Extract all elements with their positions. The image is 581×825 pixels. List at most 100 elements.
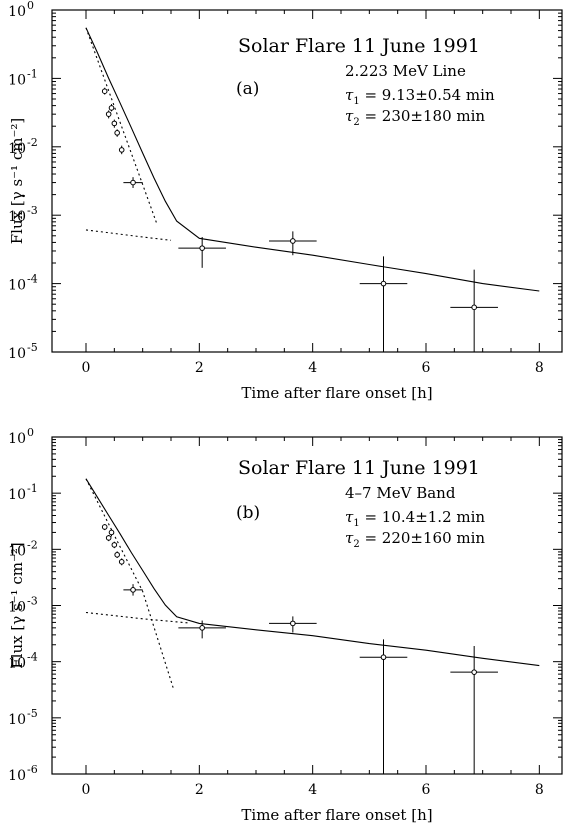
- point-marker: [380, 654, 387, 661]
- y-tick-base: 10: [8, 72, 26, 88]
- y-tick-exponent: -2: [27, 538, 38, 551]
- point-marker: [118, 558, 125, 565]
- y-tick-base: 10: [8, 768, 26, 784]
- y-axis-label: Flux [γ s⁻¹ cm⁻²]: [8, 542, 26, 668]
- point-marker: [101, 88, 108, 94]
- data-point: [450, 269, 498, 352]
- y-tick-exponent: -1: [27, 482, 38, 495]
- point-marker: [108, 105, 115, 111]
- data-point: [108, 529, 115, 537]
- plot-frame: [51, 9, 563, 353]
- data-point: [178, 620, 226, 639]
- point-marker: [380, 280, 387, 287]
- point-marker: [105, 535, 112, 541]
- y-tick-label: 10: [8, 72, 26, 88]
- data-point: [114, 129, 120, 137]
- data-point: [111, 119, 118, 128]
- y-tick-base: 10: [8, 4, 26, 20]
- fit-total-line: [85, 478, 540, 667]
- point-marker: [105, 111, 112, 117]
- y-tick-base: 10: [8, 487, 26, 503]
- data-point: [359, 639, 408, 774]
- y-tick-exponent: -4: [27, 273, 38, 286]
- point-marker: [108, 529, 115, 536]
- panel-label: (a): [236, 79, 259, 99]
- data-point: [118, 558, 125, 566]
- y-tick-label: 10: [8, 209, 26, 225]
- point-marker: [199, 245, 205, 251]
- y-tick-label: 10: [8, 712, 26, 728]
- y-tick-label: 10: [8, 141, 26, 157]
- tau-value: = 10.4±1.2 min: [360, 508, 486, 526]
- y-tick-label: 10: [8, 768, 26, 784]
- x-tick-label: 2: [195, 360, 204, 376]
- y-tick-exponent: -3: [27, 595, 38, 608]
- data-layer: [85, 27, 540, 352]
- data-point: [123, 584, 143, 596]
- y-tick-label: 10: [8, 543, 26, 559]
- tau-subscript: 1: [353, 96, 359, 107]
- point-marker: [118, 147, 125, 153]
- point-marker: [130, 587, 136, 593]
- x-tick-label: 0: [82, 782, 91, 798]
- tau-symbol: τ: [345, 508, 354, 526]
- point-marker: [199, 625, 205, 631]
- decay-time-annotation: τ1 = 9.13±0.54 min: [345, 86, 495, 107]
- y-tick-base: 10: [8, 656, 26, 672]
- y-tick-base: 10: [8, 543, 26, 559]
- y-tick-exponent: -5: [27, 707, 38, 720]
- point-marker: [114, 130, 120, 136]
- y-tick-base: 10: [8, 278, 26, 294]
- tau-value: = 9.13±0.54 min: [360, 86, 495, 104]
- y-tick-label: 10: [8, 656, 26, 672]
- fit-slow-component: [85, 611, 189, 624]
- point-marker: [471, 669, 477, 675]
- tau-symbol: τ: [345, 86, 354, 104]
- tau-subscript: 2: [353, 117, 359, 128]
- x-axis-label: Time after flare onset [h]: [241, 384, 432, 402]
- tau-symbol: τ: [345, 107, 354, 125]
- data-layer: [85, 478, 540, 774]
- y-tick-label: 10: [8, 431, 26, 447]
- decay-time-annotation: τ2 = 230±180 min: [345, 107, 485, 128]
- point-marker: [290, 238, 296, 244]
- y-tick-base: 10: [8, 141, 26, 157]
- tau-value: = 220±160 min: [360, 529, 486, 547]
- y-tick-exponent: 0: [27, 426, 34, 439]
- plot-frame: [51, 436, 563, 775]
- y-tick-exponent: -6: [27, 763, 38, 776]
- y-tick-exponent: -1: [27, 67, 38, 80]
- x-tick-label: 4: [308, 360, 317, 376]
- x-axis-label: Time after flare onset [h]: [241, 806, 432, 824]
- x-tick-label: 6: [422, 782, 431, 798]
- panel-label: (b): [236, 503, 260, 523]
- data-point: [108, 104, 115, 112]
- point-marker: [130, 179, 136, 186]
- data-point: [359, 256, 408, 352]
- data-point: [101, 524, 108, 531]
- y-tick-base: 10: [8, 209, 26, 225]
- fit-fast-component: [85, 27, 158, 224]
- decay-time-annotation: τ2 = 220±160 min: [345, 529, 485, 550]
- data-point: [450, 646, 498, 774]
- x-tick-label: 6: [422, 360, 431, 376]
- point-marker: [471, 304, 477, 311]
- y-tick-label: 10: [8, 278, 26, 294]
- y-tick-exponent: -5: [27, 341, 38, 354]
- data-point: [269, 616, 317, 633]
- data-point: [118, 145, 125, 155]
- data-point: [123, 177, 143, 188]
- y-tick-base: 10: [8, 431, 26, 447]
- chart-title: Solar Flare 11 June 1991: [238, 457, 480, 479]
- data-point: [178, 237, 226, 268]
- y-tick-label: 10: [8, 600, 26, 616]
- y-tick-exponent: 0: [27, 0, 34, 12]
- fit-fast-component: [85, 478, 175, 690]
- x-tick-label: 8: [535, 782, 544, 798]
- chart-subtitle: 4–7 MeV Band: [345, 484, 456, 502]
- data-point: [269, 231, 317, 256]
- tau-subscript: 2: [353, 539, 359, 550]
- y-tick-exponent: -3: [27, 204, 38, 217]
- x-tick-label: 4: [308, 782, 317, 798]
